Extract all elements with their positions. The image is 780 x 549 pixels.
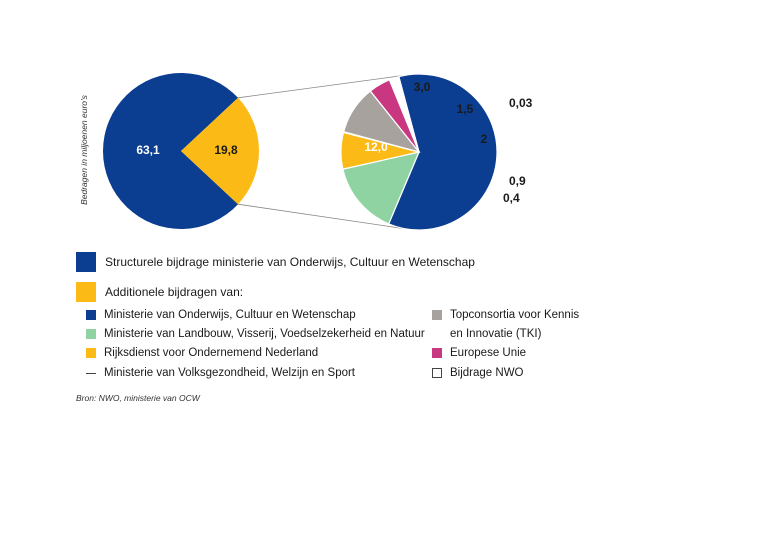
- legend-label-nwo: Bijdrage NWO: [450, 367, 524, 379]
- legend-swatch-additioneel: [76, 282, 96, 302]
- connector-line-top: [237, 74, 406, 99]
- legend-swatch-structureel: [76, 252, 96, 272]
- main-slice-additioneel: [181, 97, 259, 205]
- label-detail-vws: 0,03: [509, 96, 533, 110]
- legend-vws: Ministerie van Volksgezondheid, Welzijn …: [86, 364, 355, 383]
- legend-swatch-eu: [432, 348, 442, 358]
- legend-label-tki-line2: en Innovatie (TKI): [450, 328, 542, 340]
- legend-label-ocw: Ministerie van Onderwijs, Cultuur en Wet…: [104, 309, 356, 321]
- legend-tki: Topconsortia voor Kennis en Innovatie (T…: [432, 306, 579, 344]
- legend-swatch-tki: [432, 310, 442, 320]
- legend-label-tki: Topconsortia voor Kennis en Innovatie (T…: [450, 306, 579, 344]
- detail-slice-ocw: [387, 73, 498, 231]
- label-main-structureel: 63,1: [136, 143, 160, 157]
- connector-line-bottom: [237, 203, 406, 230]
- label-detail-tki: 2: [481, 132, 488, 146]
- y-axis-label: Bedragen in miljoenen euro's: [79, 95, 89, 205]
- legend-label-rvo: Rijksdienst voor Ondernemend Nederland: [104, 347, 319, 359]
- legend-eu: Europese Unie: [432, 344, 526, 363]
- legend-label-lnv: Ministerie van Landbouw, Visserij, Voeds…: [104, 328, 425, 340]
- legend-label-structureel: Structurele bijdrage ministerie van Onde…: [105, 255, 475, 269]
- legend-label-additioneel: Additionele bijdragen van:: [105, 285, 244, 299]
- legend-additioneel: Additionele bijdragen van:: [76, 282, 243, 302]
- legend-swatch-lnv: [86, 329, 96, 339]
- detail-slice-nwo: [388, 75, 420, 153]
- label-detail-rvo: 1,5: [457, 102, 474, 116]
- label-detail-ocw: 12,0: [364, 140, 388, 154]
- detail-pie: [340, 73, 498, 231]
- legend-rvo: Rijksdienst voor Ondernemend Nederland: [86, 344, 318, 363]
- legend-lnv: Ministerie van Landbouw, Visserij, Voeds…: [86, 325, 425, 344]
- legend-nwo: Bijdrage NWO: [432, 364, 524, 383]
- legend-label-vws: Ministerie van Volksgezondheid, Welzijn …: [104, 367, 356, 379]
- label-main-additioneel: 19,8: [214, 143, 238, 157]
- main-pie: [102, 73, 259, 229]
- legend-swatch-vws: [86, 373, 96, 374]
- legend-swatch-rvo: [86, 348, 96, 358]
- label-detail-lnv: 3,0: [414, 80, 431, 94]
- label-detail-eu: 0,9: [509, 174, 526, 188]
- legend-structureel: Structurele bijdrage ministerie van Onde…: [76, 252, 475, 272]
- legend-label-eu: Europese Unie: [450, 347, 527, 359]
- legend-ocw: Ministerie van Onderwijs, Cultuur en Wet…: [86, 306, 356, 325]
- slice-labels: 63,1 19,8 12,0 3,0 1,5 0,03 2 0,9 0,4: [136, 80, 532, 205]
- legend-swatch-ocw: [86, 310, 96, 320]
- main-slice-structureel: [102, 73, 239, 229]
- legend-swatch-nwo: [432, 368, 442, 378]
- legend-label-tki-line1: Topconsortia voor Kennis: [450, 309, 580, 321]
- label-detail-nwo: 0,4: [503, 191, 520, 205]
- detail-slice-lnv: [342, 151, 421, 225]
- source-note: Bron: NWO, ministerie van OCW: [76, 393, 200, 403]
- connector-lines: [237, 74, 406, 230]
